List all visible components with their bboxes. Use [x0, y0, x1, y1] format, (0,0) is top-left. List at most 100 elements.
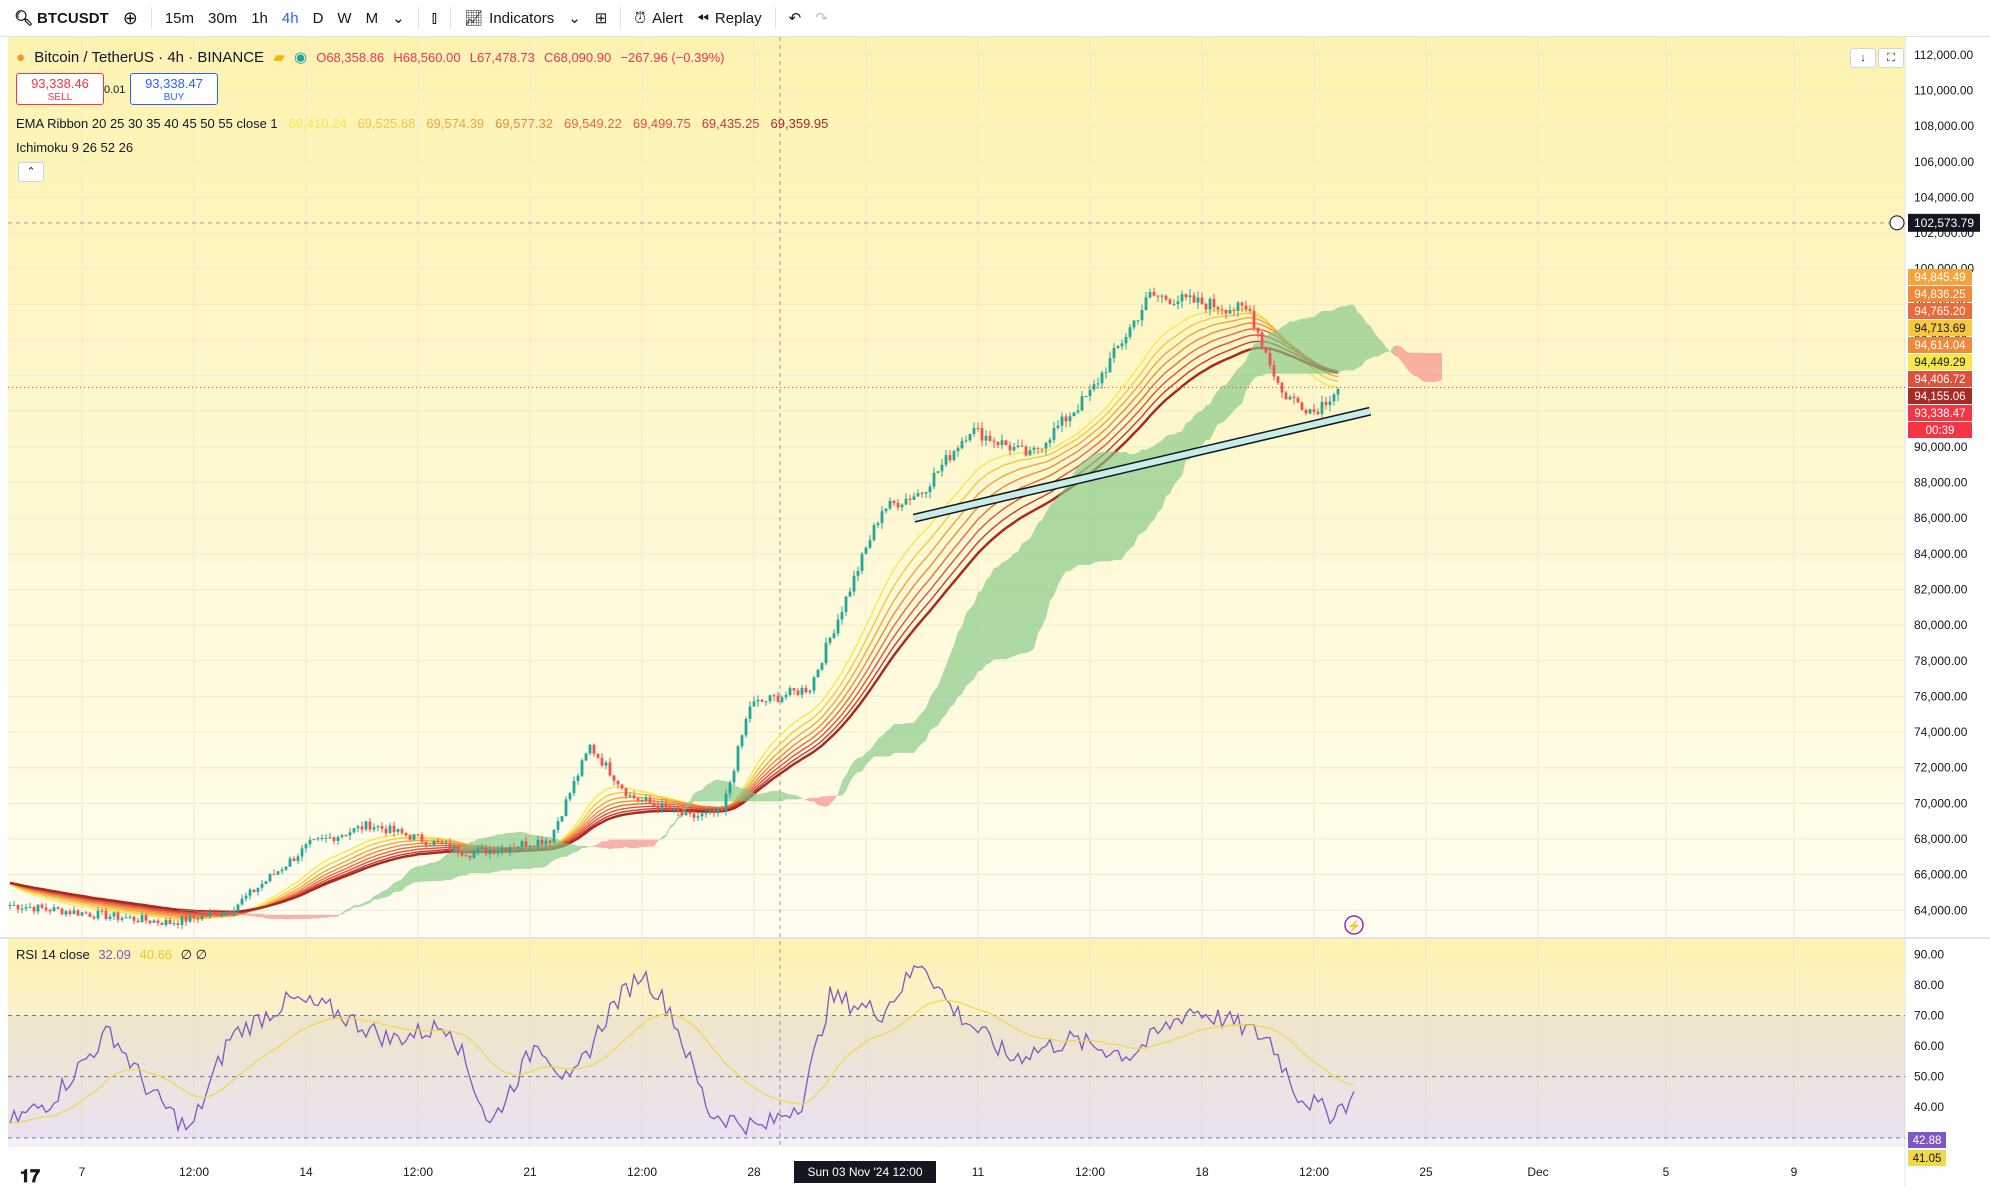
- candle-body: [148, 920, 152, 923]
- ichimoku-cloud-segment: [506, 832, 510, 871]
- price-badge-label: 00:39: [1926, 425, 1955, 437]
- timeframe-W[interactable]: W: [337, 9, 352, 27]
- candle-body: [616, 780, 620, 785]
- buy-button[interactable]: 93,338.47 BUY: [130, 73, 218, 105]
- ichimoku-cloud-segment: [798, 796, 802, 800]
- price-badge-label: 93,338.47: [1914, 408, 1965, 420]
- timeframe-4h[interactable]: 4h: [281, 9, 299, 27]
- indicators-dropdown[interactable]: ⌄: [561, 0, 588, 36]
- candle-body: [396, 829, 400, 832]
- ichimoku-cloud-segment: [202, 911, 206, 913]
- candle-body: [816, 669, 820, 678]
- ichimoku-cloud-segment: [1214, 390, 1218, 432]
- ichimoku-cloud-segment: [882, 731, 886, 757]
- ichimoku-cloud-segment: [786, 793, 790, 800]
- ichimoku-cloud-segment: [1422, 352, 1426, 382]
- candle-body: [636, 798, 640, 801]
- symbol-search[interactable]: 🔍︎ BTCUSDT: [14, 9, 109, 28]
- candle-body: [592, 744, 596, 754]
- maximize-button[interactable]: ⛶: [1878, 48, 1904, 68]
- candle-body: [1128, 327, 1132, 337]
- ichimoku-cloud-segment: [1146, 447, 1150, 531]
- candle-body: [356, 826, 360, 829]
- candle-body: [1308, 409, 1312, 414]
- candle-body: [224, 911, 228, 915]
- ema-legend[interactable]: EMA Ribbon 20 25 30 35 40 45 50 55 close…: [16, 116, 838, 131]
- ichimoku-cloud-segment: [1210, 395, 1214, 440]
- ichimoku-cloud-segment: [802, 798, 806, 801]
- candle-body: [1200, 297, 1204, 304]
- scroll-down-button[interactable]: ↓: [1850, 48, 1876, 68]
- candle-body: [1316, 411, 1320, 414]
- tradingview-logo: 𝟏𝟕: [20, 1166, 40, 1186]
- candle-body: [452, 845, 456, 851]
- candle-body: [56, 907, 60, 909]
- rsi-legend[interactable]: RSI 14 close 32.09 40.66 ∅ ∅: [16, 947, 212, 963]
- timeframe-M[interactable]: M: [365, 9, 379, 27]
- candle-body: [508, 847, 512, 852]
- candle-body: [408, 835, 412, 840]
- ichimoku-legend[interactable]: Ichimoku 9 26 52 26: [16, 140, 138, 155]
- timeframe-1h[interactable]: 1h: [251, 9, 268, 27]
- candle-body: [504, 847, 508, 852]
- candle-body: [1068, 416, 1072, 422]
- ichimoku-cloud-segment: [1166, 434, 1170, 497]
- ichimoku-cloud-segment: [662, 834, 666, 840]
- ichimoku-cloud-segment: [1042, 512, 1046, 627]
- candle-body: [120, 918, 124, 920]
- redo-button[interactable]: ↷: [808, 0, 835, 36]
- x-tick-label: Sun 03 Nov '24 12:00: [807, 1165, 922, 1179]
- replay-button[interactable]: ⏪︎ Replay: [696, 9, 762, 27]
- ichimoku-cloud-segment: [1322, 310, 1326, 374]
- ichimoku-cloud-segment: [1302, 318, 1306, 374]
- ichimoku-cloud-segment: [818, 796, 822, 807]
- ichimoku-cloud-segment: [1102, 452, 1106, 562]
- ichimoku-cloud-segment: [1134, 452, 1138, 546]
- ichimoku-cloud-segment: [578, 845, 582, 852]
- candle-body: [284, 866, 288, 870]
- undo-button[interactable]: ↶: [782, 0, 809, 36]
- ichimoku-cloud-segment: [630, 839, 634, 849]
- ichimoku-cloud-segment: [1394, 345, 1398, 357]
- price-badge: [1908, 303, 1972, 319]
- candle-body: [1112, 347, 1116, 358]
- collapse-legend-button[interactable]: ⌃: [18, 162, 44, 182]
- candle-body: [1084, 396, 1088, 398]
- candle-body: [188, 915, 192, 922]
- candle-body: [564, 799, 568, 817]
- candle-body: [76, 910, 80, 916]
- price-badge-label: 94,155.06: [1914, 391, 1965, 403]
- candle-body: [1328, 401, 1332, 405]
- ichimoku-cloud-segment: [946, 654, 950, 715]
- ichimoku-cloud-segment: [854, 757, 858, 776]
- candle-body: [40, 904, 44, 908]
- ichimoku-cloud-segment: [1090, 453, 1094, 565]
- timeframe-D[interactable]: D: [312, 9, 324, 27]
- candle-body: [220, 914, 224, 917]
- chart-canvas[interactable]: 64,000.00 66,000.00 68,000.00 70,000.00 72,0…: [0, 37, 1990, 1190]
- ichimoku-cloud-segment: [526, 832, 530, 869]
- candle-body: [32, 907, 36, 912]
- undo-icon: ↶: [788, 10, 802, 27]
- candle-body: [848, 591, 852, 597]
- timeframe-15m[interactable]: 15m: [164, 9, 194, 27]
- y-tick-label: 84,000.00: [1914, 547, 1968, 561]
- sell-button[interactable]: 93,338.46 SELL: [16, 73, 104, 105]
- ichimoku-cloud-segment: [1254, 342, 1258, 379]
- alert-button[interactable]: ⏰︎ Alert: [634, 9, 683, 27]
- timeframe-dropdown[interactable]: ⌄: [385, 0, 412, 36]
- candle-body: [164, 919, 168, 925]
- ichimoku-cloud-segment: [386, 886, 390, 898]
- candle-body: [16, 904, 20, 910]
- candle-body: [532, 845, 536, 847]
- candle-body: [644, 797, 648, 801]
- add-symbol-button[interactable]: ⊕: [116, 0, 145, 36]
- indicators-button[interactable]: 📈︎ Indicators: [464, 9, 555, 28]
- layouts-button[interactable]: ⊞: [588, 0, 615, 36]
- chart-type-button[interactable]: ⫾: [425, 0, 444, 36]
- candle-body: [496, 850, 500, 854]
- ichimoku-cloud-segment: [1202, 405, 1206, 446]
- timeframe-30m[interactable]: 30m: [208, 9, 238, 27]
- ichimoku-cloud-segment: [1342, 306, 1346, 372]
- ichimoku-cloud-segment: [1118, 451, 1122, 561]
